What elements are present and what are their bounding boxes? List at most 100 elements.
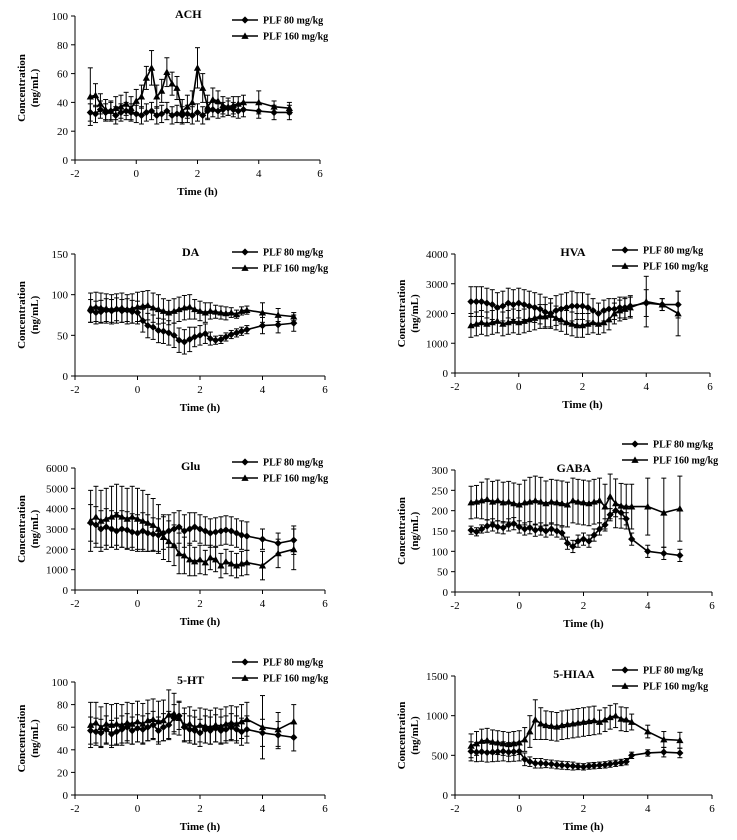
data-point: [579, 718, 588, 725]
data-point: [553, 527, 561, 535]
data-point: [123, 305, 131, 313]
data-point: [622, 716, 630, 723]
legend-marker: [621, 682, 629, 689]
legend-marker: [241, 16, 249, 24]
data-point: [243, 532, 251, 540]
legend: PLF 80 mg/kg PLF 160 mg/kg: [622, 440, 718, 467]
legend-entry: PLF 160 mg/kg: [643, 682, 708, 693]
data-point: [107, 305, 116, 313]
x-tick-label: 2: [580, 381, 586, 393]
data-point: [290, 717, 298, 725]
x-tick-label: -2: [450, 381, 459, 393]
data-point: [178, 107, 186, 114]
data-point: [222, 557, 230, 565]
data-point: [606, 492, 614, 500]
data-point: [118, 721, 126, 728]
data-point: [232, 329, 241, 337]
x-axis-label: Time (h): [177, 186, 218, 198]
data-point: [494, 496, 502, 504]
data-point: [237, 307, 246, 314]
data-point: [258, 562, 267, 569]
legend-marker: [621, 246, 629, 254]
data-point: [270, 103, 278, 110]
x-tick-label: 2: [581, 600, 587, 612]
x-tick-label: -2: [450, 803, 459, 815]
data-point: [563, 500, 572, 508]
data-point: [206, 529, 214, 537]
x-axis-label: Time (h): [180, 402, 221, 414]
series-line: [90, 304, 294, 318]
data-point: [622, 758, 630, 766]
data-point: [139, 720, 147, 727]
y-tick-label: 4000: [46, 504, 69, 516]
data-point: [563, 762, 572, 770]
data-point: [149, 323, 157, 331]
data-point: [510, 499, 518, 507]
data-point: [531, 526, 539, 534]
x-tick-label: 0: [517, 803, 523, 815]
series-2: [467, 275, 682, 338]
data-point: [206, 307, 214, 314]
data-point: [193, 108, 202, 117]
data-point: [541, 312, 549, 320]
series-2: [87, 483, 298, 581]
data-point: [128, 304, 136, 312]
data-point: [290, 319, 298, 327]
data-point: [196, 555, 204, 563]
y-axis-label: Concentration(ng/mL): [396, 280, 421, 348]
y-tick-label: 3000: [46, 524, 69, 536]
data-point: [159, 533, 168, 541]
data-point: [521, 498, 529, 506]
data-point: [547, 525, 555, 533]
data-point: [217, 722, 225, 729]
data-point: [504, 299, 512, 307]
data-point: [127, 104, 135, 112]
data-point: [107, 513, 116, 520]
data-point: [478, 737, 486, 744]
data-point: [509, 300, 517, 309]
series-line: [470, 494, 681, 514]
y-tick-label: 1000: [46, 565, 69, 577]
data-point: [536, 312, 544, 320]
data-point: [569, 496, 577, 504]
data-point: [175, 336, 183, 344]
data-point: [601, 716, 609, 723]
data-point: [531, 496, 539, 504]
data-point: [644, 749, 652, 757]
series-2: [87, 290, 298, 326]
data-point: [644, 727, 652, 735]
data-point: [590, 716, 598, 724]
data-point: [222, 720, 230, 727]
data-point: [149, 521, 157, 528]
legend-entry: PLF 80 mg/kg: [263, 658, 323, 669]
data-point: [212, 721, 220, 728]
data-point: [180, 304, 188, 311]
data-point: [107, 107, 115, 114]
data-point: [568, 302, 576, 310]
data-point: [222, 309, 230, 317]
x-tick-label: -2: [70, 168, 79, 180]
data-point: [204, 103, 212, 110]
x-axis-label: Time (h): [563, 821, 604, 833]
x-tick-label: 0: [135, 803, 141, 815]
data-point: [191, 723, 199, 731]
x-tick-label: 2: [195, 168, 201, 180]
y-tick-label: 80: [57, 40, 69, 52]
legend-marker: [631, 456, 639, 463]
data-point: [118, 304, 126, 311]
data-point: [658, 300, 666, 308]
data-point: [139, 517, 147, 524]
data-point: [605, 315, 613, 323]
x-tick-label: 0: [517, 600, 523, 612]
data-point: [183, 103, 191, 110]
data-point: [553, 498, 561, 506]
data-point: [87, 304, 95, 311]
data-point: [621, 305, 629, 312]
y-tick-label: 150: [52, 249, 69, 261]
data-point: [237, 717, 246, 725]
data-point: [180, 551, 188, 559]
data-point: [92, 303, 100, 310]
